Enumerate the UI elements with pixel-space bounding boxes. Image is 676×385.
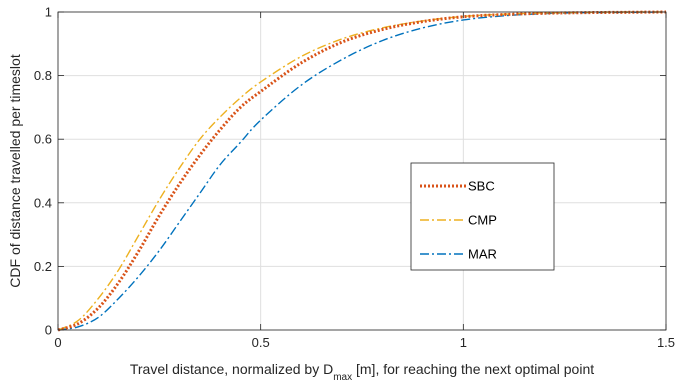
legend-box [410, 162, 555, 271]
y-tick-label-3: 0.6 [34, 132, 52, 147]
plot-frame [57, 11, 667, 331]
y-axis-label: CDF of distance travelled per timeslot [7, 54, 23, 288]
x-tick-label-1: 0.5 [252, 335, 270, 350]
x-axis-label-units: [m], for reaching the next optimal point [352, 361, 594, 377]
x-axis-label-subscript: max [333, 372, 352, 383]
legend: SBC CMP MAR [410, 162, 555, 271]
y-tick-label-1: 0.2 [34, 259, 52, 274]
plot-area [58, 12, 666, 330]
x-axis-label-main: Travel distance, normalized by D [130, 361, 333, 377]
x-tick-label-0: 0 [54, 335, 61, 350]
y-tick-label-2: 0.4 [34, 195, 52, 210]
x-tick-label-2: 1 [460, 335, 467, 350]
legend-label-cmp: CMP [468, 213, 497, 228]
legend-items: SBC CMP MAR [420, 179, 497, 262]
series-line-cmp [57, 11, 667, 331]
y-tick-label-0: 0 [45, 323, 52, 338]
tick-labels: 0 0.5 1 1.5 0 0.2 0.4 0.6 0.8 1 [34, 5, 675, 351]
x-tick-label-3: 1.5 [657, 335, 675, 350]
y-tick-label-5: 1 [45, 5, 52, 20]
y-tick-label-4: 0.8 [34, 68, 52, 83]
legend-label-mar: MAR [468, 247, 497, 262]
series-line-sbc [57, 10, 667, 332]
series-layer [57, 10, 667, 332]
legend-label-sbc: SBC [468, 179, 495, 194]
x-axis-label: Travel distance, normalized by Dmax [m],… [130, 361, 594, 383]
tick-marks [57, 11, 667, 331]
